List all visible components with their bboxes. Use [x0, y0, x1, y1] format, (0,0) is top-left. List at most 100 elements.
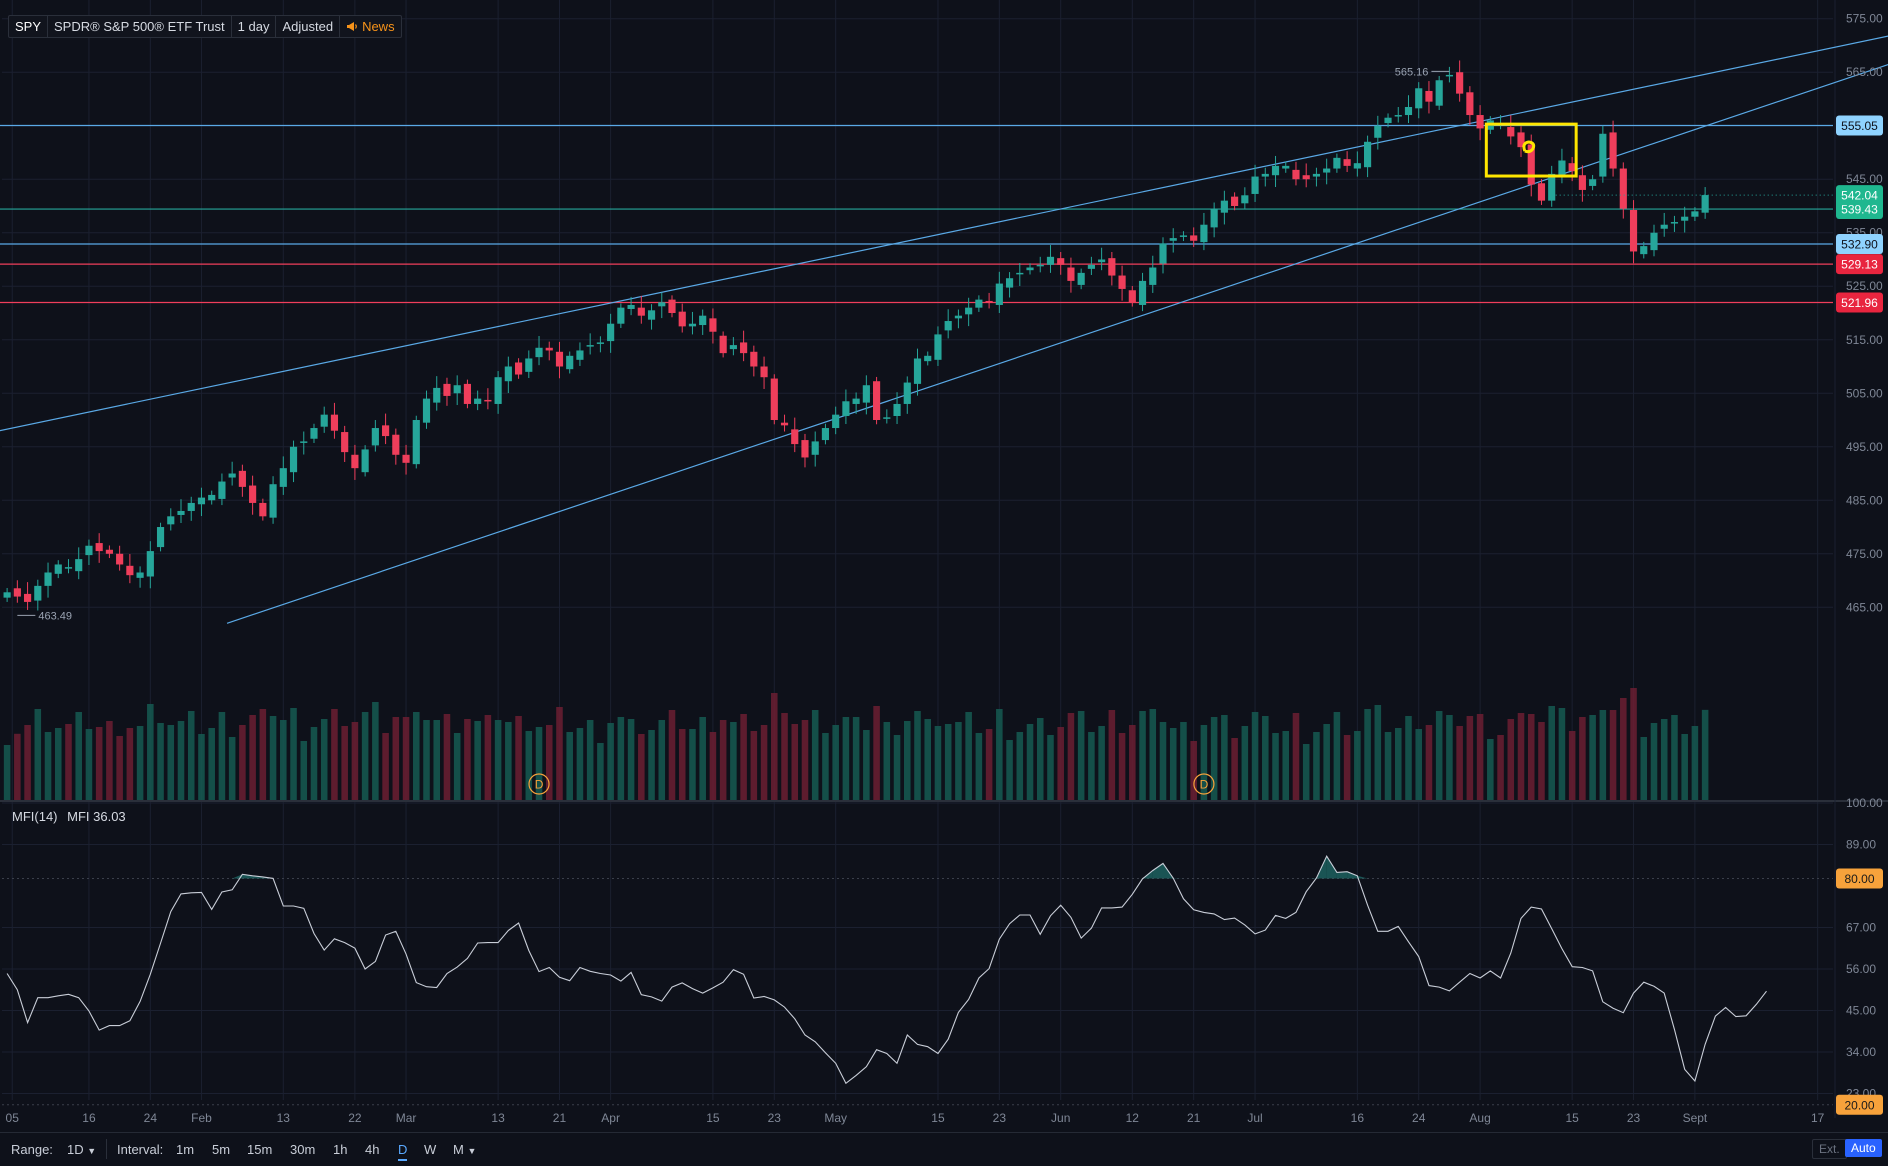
volume-bar: [239, 725, 246, 800]
candle-body: [893, 404, 900, 416]
candle-body: [525, 358, 532, 371]
candle-body: [392, 435, 399, 455]
candle-body: [413, 420, 420, 464]
volume-bar: [1303, 744, 1310, 800]
volume-bar: [740, 714, 747, 800]
volume-bar: [1661, 719, 1668, 800]
candle-body: [679, 312, 686, 327]
candle-body: [1119, 276, 1126, 289]
candle-body: [1262, 174, 1269, 177]
volume-bar: [1610, 710, 1617, 800]
candle-body: [1323, 169, 1330, 173]
candle-body: [433, 388, 440, 403]
time-axis-tick: 16: [82, 1111, 96, 1125]
interval-4h[interactable]: 4h: [365, 1142, 379, 1157]
volume-bar: [924, 719, 931, 800]
auto-scale-button[interactable]: Auto: [1845, 1139, 1882, 1157]
time-axis-tick: 24: [1412, 1111, 1426, 1125]
time-axis-tick: 13: [277, 1111, 291, 1125]
candle-body: [689, 324, 696, 327]
time-axis-tick: 23: [768, 1111, 782, 1125]
volume-bar: [751, 731, 758, 800]
volume-bar: [1456, 726, 1463, 800]
range-select[interactable]: 1D ▼: [67, 1142, 96, 1157]
candle-body: [515, 362, 522, 374]
volume-bar: [1692, 726, 1699, 800]
time-axis-tick: 21: [553, 1111, 567, 1125]
volume-bar: [1119, 733, 1126, 800]
volume-bar: [1702, 710, 1709, 800]
volume-bar: [290, 708, 297, 800]
volume-bar: [699, 717, 706, 800]
time-axis-tick: Apr: [601, 1111, 620, 1125]
volume-bar: [832, 725, 839, 800]
candle: [362, 445, 369, 476]
volume-bar: [1405, 716, 1412, 800]
candle-body: [1477, 115, 1484, 128]
candle-body: [546, 348, 553, 351]
volume-bar: [618, 717, 625, 800]
candle-body: [904, 383, 911, 404]
mfi-axis-tick: 56.00: [1846, 962, 1876, 976]
mfi-legend: MFI(14) MFI 36.03: [12, 809, 132, 824]
volume-bar: [812, 710, 819, 800]
volume-bar: [1354, 731, 1361, 800]
candle-body: [658, 302, 665, 306]
interval-m[interactable]: M ▼: [453, 1142, 476, 1157]
candle-body: [24, 594, 31, 602]
candle-body: [628, 305, 635, 309]
candle-body: [1548, 174, 1555, 201]
interval-1h[interactable]: 1h: [333, 1142, 347, 1157]
candle-body: [218, 482, 225, 499]
candle-body: [975, 300, 982, 308]
candle: [464, 380, 471, 409]
candle-body: [566, 356, 573, 369]
volume-bar: [1497, 735, 1504, 800]
volume-bar: [761, 725, 768, 800]
interval-label[interactable]: 1 day: [232, 16, 277, 37]
dividend-marker-label: D: [1200, 778, 1209, 792]
candle-body: [505, 367, 512, 382]
candle-body: [1384, 118, 1391, 123]
interval-d[interactable]: D: [398, 1142, 407, 1161]
candle-body: [464, 384, 471, 404]
volume-bar: [822, 733, 829, 800]
interval-5m[interactable]: 5m: [212, 1142, 230, 1157]
volume-bar: [587, 720, 594, 800]
ext-hours-button[interactable]: Ext.: [1812, 1139, 1847, 1159]
candle-body: [924, 356, 931, 361]
symbol-ticker[interactable]: SPY: [9, 16, 48, 37]
candle-body: [1037, 265, 1044, 267]
time-axis-tick: Sept: [1683, 1111, 1708, 1125]
candle-body: [720, 336, 727, 353]
interval-30m[interactable]: 30m: [290, 1142, 315, 1157]
price-axis-tick: 515.00: [1846, 333, 1883, 347]
time-axis-tick: Jun: [1051, 1111, 1070, 1125]
price-axis-tick: 545.00: [1846, 172, 1883, 186]
volume-bar: [168, 725, 175, 800]
volume-bar: [495, 720, 502, 800]
adjustment-label[interactable]: Adjusted: [276, 16, 340, 37]
price-axis-tick: 465.00: [1846, 600, 1883, 614]
symbol-header[interactable]: SPY SPDR® S&P 500® ETF Trust 1 day Adjus…: [8, 15, 402, 38]
candle-body: [14, 588, 21, 596]
time-axis-tick: 22: [348, 1111, 362, 1125]
range-value: 1D: [67, 1142, 84, 1157]
volume-bar: [403, 717, 410, 800]
candle-body: [699, 316, 706, 325]
candle-body: [812, 441, 819, 454]
candle-body: [321, 415, 328, 427]
candle-body: [423, 399, 430, 423]
candle-body: [760, 367, 767, 378]
interval-1m[interactable]: 1m: [176, 1142, 194, 1157]
candle-body: [1067, 268, 1074, 281]
interval-w[interactable]: W: [424, 1142, 436, 1157]
candle-body: [269, 484, 276, 517]
interval-15m[interactable]: 15m: [247, 1142, 272, 1157]
time-axis-tick: Aug: [1469, 1111, 1490, 1125]
news-button[interactable]: News: [340, 16, 401, 37]
candle-body: [341, 432, 348, 452]
candle-body: [638, 308, 645, 316]
candle-body: [597, 342, 604, 344]
